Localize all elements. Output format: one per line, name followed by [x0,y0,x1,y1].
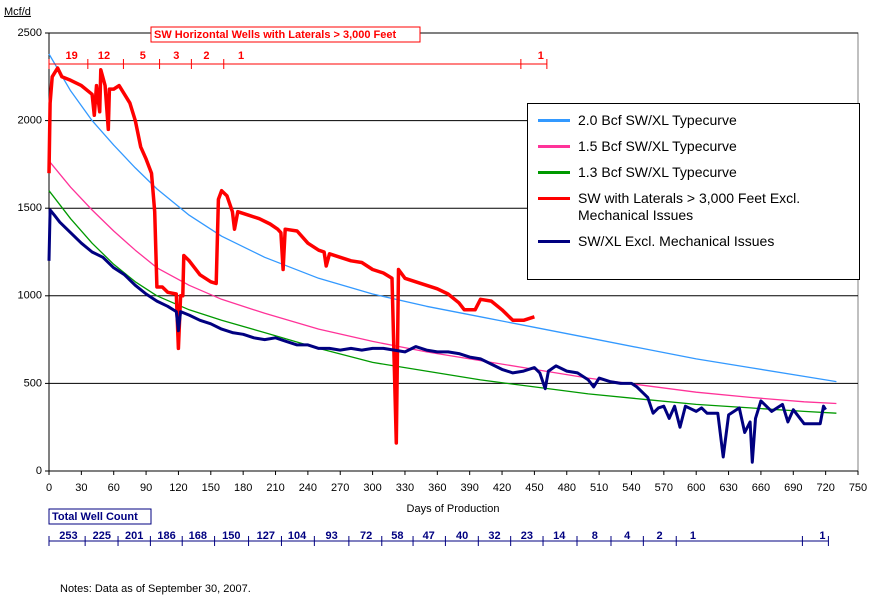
x-tick-label: 120 [169,482,187,494]
x-tick-label: 690 [784,482,802,494]
x-tick-label: 30 [75,482,87,494]
legend-item: 2.0 Bcf SW/XL Typecurve [538,112,851,129]
legend-swatch [538,145,570,148]
x-axis-label: Days of Production [407,503,500,515]
x-tick-label: 300 [363,482,381,494]
legend-swatch [538,240,570,243]
count-label: 58 [391,530,403,542]
y-axis-label: Mcf/d [4,6,31,18]
count-label: 23 [521,530,533,542]
legend: 2.0 Bcf SW/XL Typecurve 1.5 Bcf SW/XL Typ… [527,103,860,280]
x-tick-label: 60 [108,482,120,494]
count-label: 1 [538,50,544,62]
legend-item: 1.5 Bcf SW/XL Typecurve [538,138,851,155]
x-tick-label: 720 [816,482,834,494]
legend-label: 1.3 Bcf SW/XL Typecurve [578,164,737,180]
x-tick-label: 240 [299,482,317,494]
x-tick-label: 750 [849,482,867,494]
count-label: 1 [690,530,696,542]
x-tick-label: 450 [525,482,543,494]
x-tick-label: 150 [202,482,220,494]
count-title-box [150,26,421,43]
count-label: 5 [140,50,146,62]
count-label: 72 [360,530,372,542]
count-label: 14 [553,530,566,542]
series-line [48,160,837,405]
y-tick-label: 500 [24,377,42,389]
x-tick-label: 570 [655,482,673,494]
legend-item: SW/XL Excl. Mechanical Issues [538,233,851,250]
x-tick-label: 390 [461,482,479,494]
count-label: 127 [257,530,275,542]
legend-label: 2.0 Bcf SW/XL Typecurve [578,112,737,128]
count-label: 8 [592,530,598,542]
count-label: 2 [656,530,662,542]
count-label: 19 [66,50,78,62]
count-title-box [48,508,152,525]
x-tick-label: 0 [46,482,52,494]
count-label: 104 [288,530,307,542]
y-tick-label: 0 [36,465,42,477]
y-tick-label: 1500 [18,202,42,214]
count-label: 12 [98,50,110,62]
count-label: 47 [423,530,435,542]
x-tick-label: 90 [140,482,152,494]
x-tick-label: 510 [590,482,608,494]
y-tick-label: 2500 [18,27,42,39]
count-title: Total Well Count [52,511,138,523]
legend-swatch [538,171,570,174]
top-counts: SW Horizontal Wells with Laterals > 3,00… [48,26,548,69]
series-line [48,53,837,383]
legend-item: 1.3 Bcf SW/XL Typecurve [538,164,851,181]
x-tick-label: 180 [234,482,252,494]
count-label: 253 [59,530,77,542]
count-label: 150 [222,530,240,542]
count-label: 93 [325,530,337,542]
x-tick-label: 330 [396,482,414,494]
count-label: 186 [157,530,175,542]
x-tick-label: 270 [331,482,349,494]
count-label: 1 [238,50,244,62]
bottom-counts: Total Well Count 253 225 201 186 168 150 127 104… [48,508,829,546]
count-label: 1 [819,530,825,542]
x-tick-label: 660 [752,482,770,494]
x-tick-label: 480 [558,482,576,494]
note: Notes: Data as of September 30, 2007. [60,583,251,595]
y-tick-label: 2000 [18,115,42,127]
x-tick-label: 600 [687,482,705,494]
count-label: 32 [488,530,500,542]
count-title: SW Horizontal Wells with Laterals > 3,00… [154,29,397,41]
legend-item: SW with Laterals > 3,000 Feet Excl. Mech… [538,190,851,224]
x-tick-label: 360 [428,482,446,494]
count-label: 201 [125,530,143,542]
series-line [48,190,837,414]
series-line [47,66,535,445]
count-label: 40 [456,530,468,542]
x-tick-label: 420 [493,482,511,494]
legend-label: SW with Laterals > 3,000 Feet Excl. Mech… [578,190,801,223]
x-tick-label: 630 [719,482,737,494]
count-label: 168 [189,530,207,542]
legend-swatch [538,197,570,200]
legend-label: SW/XL Excl. Mechanical Issues [578,233,775,249]
count-label: 2 [203,50,209,62]
x-tick-label: 210 [266,482,284,494]
legend-label: 1.5 Bcf SW/XL Typecurve [578,138,737,154]
x-tick-label: 540 [622,482,640,494]
legend-swatch [538,119,570,122]
count-label: 4 [624,530,631,542]
count-label: 3 [173,50,179,62]
y-tick-label: 1000 [18,290,42,302]
series-line [47,208,827,464]
count-label: 225 [93,530,111,542]
